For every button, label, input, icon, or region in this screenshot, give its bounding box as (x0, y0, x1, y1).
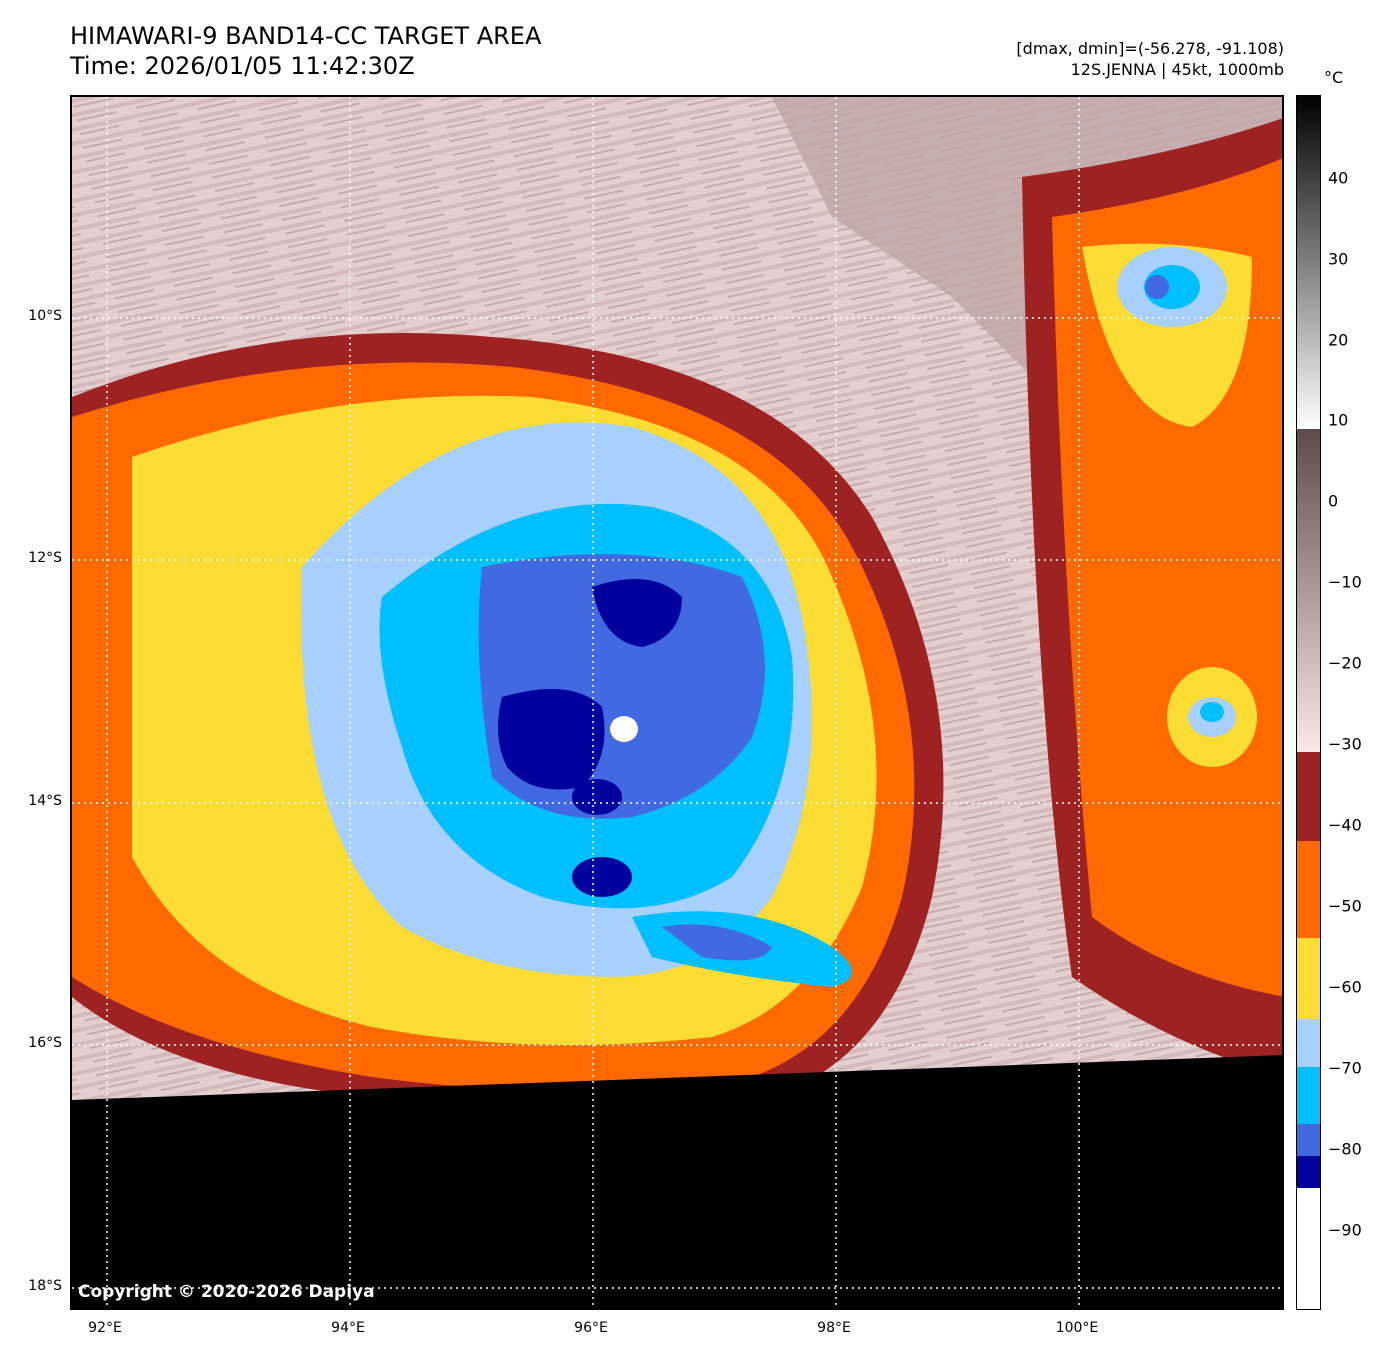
lon-label: 96°E (574, 1320, 608, 1336)
colorbar-tick: −60 (1328, 977, 1362, 997)
no-data-region (72, 1055, 1282, 1308)
colorbar-segment (1297, 1067, 1320, 1124)
graticule (72, 97, 1282, 1308)
lat-label: 18°S (28, 1278, 62, 1294)
coldest-pixel (610, 716, 638, 742)
dmax-dmin-readout: [dmax, dmin]=(-56.278, -91.108) (1016, 39, 1284, 58)
storm-info: 12S.JENNA | 45kt, 1000mb (1070, 60, 1284, 79)
colorbar-segment (1297, 1019, 1320, 1067)
copyright-notice: Copyright © 2020-2026 Dapiya (78, 1282, 375, 1302)
colorbar-segment (1297, 841, 1320, 938)
lon-label: 94°E (331, 1320, 365, 1336)
lat-label: 10°S (28, 308, 62, 324)
colorbar-unit: °C (1324, 68, 1344, 87)
colorbar-tick: −40 (1328, 815, 1362, 835)
colorbar-tick: 0 (1328, 491, 1339, 511)
colorbar-segment (1297, 1156, 1320, 1188)
lon-label: 92°E (88, 1320, 122, 1336)
colorbar-tick: 30 (1328, 249, 1349, 269)
colorbar-tick: −20 (1328, 653, 1362, 673)
colorbar-segment (1297, 938, 1320, 1019)
lon-label: 100°E (1055, 1320, 1099, 1336)
lat-label: 12°S (28, 550, 62, 566)
colorbar-tick: 40 (1328, 168, 1349, 188)
ir-imagery (72, 97, 1282, 1308)
satellite-map: Copyright © 2020-2026 Dapiya (70, 95, 1284, 1310)
lat-label: 14°S (28, 793, 62, 809)
chart-title: HIMAWARI-9 BAND14-CC TARGET AREA (70, 22, 542, 50)
timestamp: Time: 2026/01/05 11:42:30Z (70, 52, 415, 80)
colorbar-segment (1297, 429, 1320, 752)
colorbar-segment (1297, 96, 1320, 429)
colorbar-tick: −80 (1328, 1139, 1362, 1159)
colorbar-tick: −30 (1328, 734, 1362, 754)
colorbar-tick: 10 (1328, 410, 1349, 430)
colorbar-tick: 20 (1328, 330, 1349, 350)
colorbar-tick: −10 (1328, 572, 1362, 592)
lat-label: 16°S (28, 1035, 62, 1051)
colorbar-segment (1297, 1124, 1320, 1156)
colorbar-segment (1297, 1188, 1320, 1309)
lon-label: 98°E (817, 1320, 851, 1336)
colorbar (1296, 95, 1321, 1310)
colorbar-tick: −50 (1328, 896, 1362, 916)
colorbar-tick: −90 (1328, 1220, 1362, 1240)
colorbar-tick: −70 (1328, 1058, 1362, 1078)
colorbar-segment (1297, 752, 1320, 841)
